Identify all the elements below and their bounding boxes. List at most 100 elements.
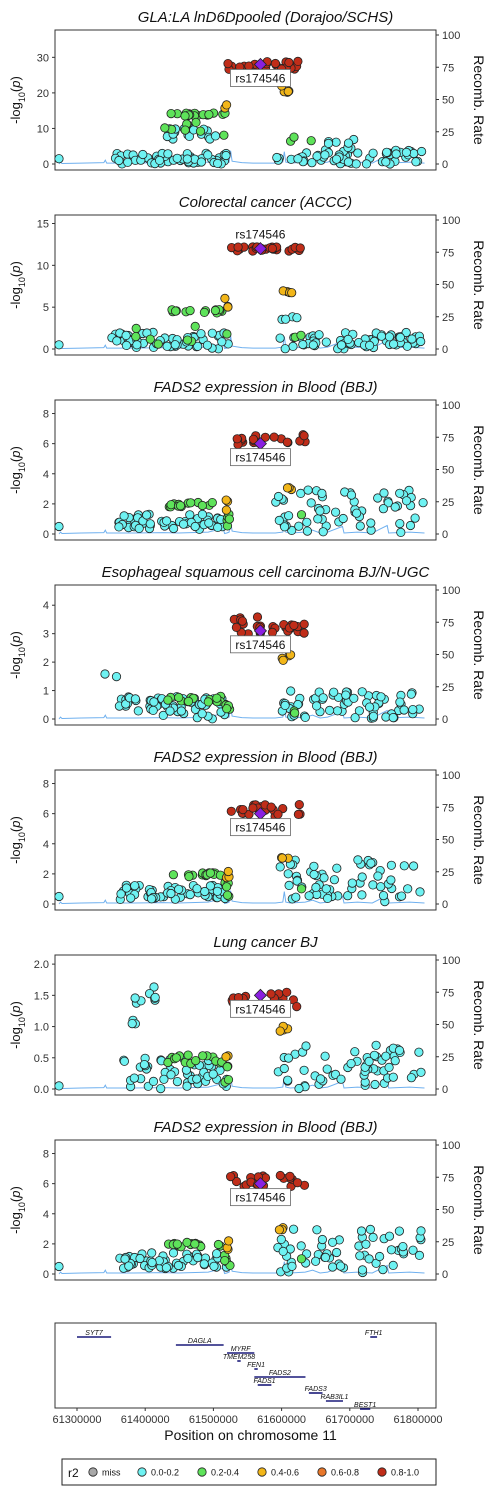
recomb-rate-line bbox=[58, 1260, 425, 1275]
snp-point bbox=[411, 157, 421, 167]
snp-point bbox=[299, 431, 309, 441]
y-tick-label: 0 bbox=[43, 159, 49, 171]
gene-label: FADS3 bbox=[305, 1386, 327, 1393]
snp-point bbox=[406, 689, 416, 699]
recomb-tick-label: 75 bbox=[442, 1172, 454, 1184]
legend-title: r2 bbox=[68, 1466, 79, 1480]
panel-title: Lung cancer BJ bbox=[213, 934, 318, 951]
recomb-tick-label: 0 bbox=[442, 344, 448, 356]
snp-point bbox=[226, 1172, 236, 1182]
snp-point bbox=[381, 157, 391, 167]
snp-point bbox=[369, 1050, 379, 1060]
snp-point bbox=[354, 706, 364, 716]
snp-point bbox=[274, 515, 284, 526]
snp-point bbox=[388, 339, 399, 349]
snp-point bbox=[368, 711, 379, 721]
y-tick-label: 8 bbox=[43, 1149, 49, 1161]
snp-point bbox=[54, 891, 64, 902]
snp-point bbox=[336, 340, 347, 350]
x-tick-label: 61400000 bbox=[121, 1414, 170, 1426]
y-tick-label: 10 bbox=[37, 123, 49, 135]
snp-point bbox=[124, 1261, 134, 1271]
snp-point bbox=[302, 526, 312, 536]
snp-point bbox=[185, 889, 195, 900]
snp-point bbox=[183, 1050, 193, 1060]
snp-point bbox=[394, 1045, 405, 1056]
snp-point bbox=[213, 522, 223, 533]
snp-point bbox=[294, 521, 304, 531]
recomb-tick-label: 100 bbox=[442, 770, 460, 782]
legend-swatch bbox=[317, 1467, 327, 1477]
snp-point bbox=[330, 507, 341, 517]
legend-swatch bbox=[137, 1467, 147, 1477]
snp-point bbox=[197, 709, 207, 719]
snp-point bbox=[351, 508, 362, 518]
snp-point bbox=[180, 125, 190, 135]
snp-point bbox=[386, 1245, 396, 1255]
snp-point bbox=[327, 1237, 338, 1247]
snp-point bbox=[357, 890, 367, 900]
lead-snp-label-box bbox=[230, 1188, 291, 1207]
snp-point bbox=[114, 522, 124, 532]
gene-label: FADS2 bbox=[269, 1370, 291, 1377]
y-tick-label: 1.0 bbox=[34, 1022, 49, 1034]
snp-point bbox=[172, 153, 182, 163]
snp-point bbox=[233, 242, 243, 252]
snp-point bbox=[416, 1226, 426, 1236]
snp-point bbox=[130, 694, 140, 704]
y-tick-label: 20 bbox=[37, 88, 49, 100]
snp-point bbox=[172, 1239, 182, 1249]
snp-point bbox=[416, 146, 427, 157]
snp-point bbox=[184, 131, 194, 141]
y-tick-label: 4 bbox=[43, 1209, 49, 1221]
snp-point bbox=[223, 58, 233, 69]
snp-point bbox=[317, 488, 327, 498]
recomb-axis-label: Recomb. Rate bbox=[471, 425, 487, 515]
snp-point bbox=[210, 131, 221, 141]
snp-point bbox=[162, 341, 172, 351]
snp-point bbox=[182, 1237, 192, 1248]
snp-point bbox=[182, 1081, 192, 1091]
recomb-tick-label: 25 bbox=[442, 127, 454, 139]
snp-point bbox=[366, 518, 376, 528]
snp-point bbox=[292, 313, 302, 323]
snp-point bbox=[219, 130, 229, 140]
legend-label: miss bbox=[102, 1468, 121, 1478]
snp-point bbox=[376, 331, 387, 341]
snp-point bbox=[127, 1018, 137, 1029]
snp-point bbox=[183, 696, 194, 707]
legend-label: 0.0-0.2 bbox=[151, 1468, 179, 1478]
snp-point bbox=[405, 520, 416, 531]
snp-point bbox=[343, 157, 353, 167]
recomb-tick-label: 75 bbox=[442, 432, 454, 444]
snp-point bbox=[347, 878, 357, 888]
snp-point bbox=[293, 809, 303, 820]
panel-title: Colorectal cancer (ACCC) bbox=[179, 194, 352, 211]
recomb-tick-label: 50 bbox=[442, 835, 454, 847]
y-axis-label: -log10(p) bbox=[8, 631, 27, 679]
snp-point bbox=[223, 302, 233, 312]
snp-point bbox=[318, 527, 328, 537]
snp-point bbox=[285, 1171, 295, 1181]
panel-title: FADS2 expression in Blood (BBJ) bbox=[154, 1119, 378, 1136]
y-tick-label: 0 bbox=[43, 899, 49, 911]
recomb-tick-label: 100 bbox=[442, 955, 460, 967]
snp-point bbox=[275, 333, 285, 343]
y-tick-label: 8 bbox=[43, 409, 49, 421]
gene-label: RAB3IL1 bbox=[320, 1394, 348, 1401]
snp-point bbox=[149, 697, 159, 707]
panel-3: FADS2 expression in Blood (BBJ) 0 2 4 6 8 0 25 5… bbox=[8, 379, 487, 541]
snp-point bbox=[318, 693, 328, 703]
snp-point bbox=[329, 687, 339, 697]
snp-point bbox=[286, 686, 296, 696]
legend-label: 0.2-0.4 bbox=[211, 1468, 239, 1478]
snp-point bbox=[321, 884, 331, 894]
snp-point bbox=[170, 340, 180, 350]
y-tick-label: 6 bbox=[43, 809, 49, 821]
snp-point bbox=[383, 498, 393, 508]
snp-point bbox=[283, 1075, 293, 1085]
snp-point bbox=[293, 154, 303, 164]
recomb-tick-label: 0 bbox=[442, 714, 448, 726]
y-tick-label: 6 bbox=[43, 1179, 49, 1191]
recomb-tick-label: 50 bbox=[442, 95, 454, 107]
